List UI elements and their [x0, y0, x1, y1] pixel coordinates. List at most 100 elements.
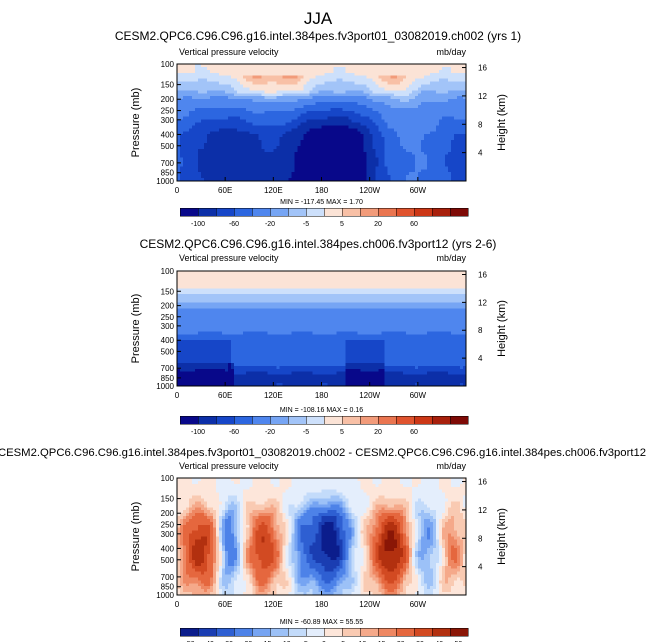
heatmap-cell [399, 145, 404, 150]
heatmap-cell [180, 148, 184, 153]
heatmap-cell [360, 279, 365, 283]
heatmap-cell [288, 166, 292, 170]
heatmap-cell [276, 72, 280, 77]
heatmap-cell [177, 90, 181, 94]
heatmap-cell [366, 119, 371, 123]
heatmap-cell [390, 142, 395, 147]
heatmap-cell [201, 271, 205, 275]
heatmap-cell [243, 134, 247, 138]
heatmap-cell [333, 276, 337, 281]
heatmap-cell [372, 142, 377, 147]
heatmap-cell [306, 282, 310, 286]
heatmap-cell [336, 273, 340, 278]
heatmap-cell [462, 113, 467, 118]
heatmap-cell [186, 145, 190, 150]
chart-subtitle-left: Vertical pressure velocity [179, 47, 279, 57]
heatmap-cell [339, 96, 343, 100]
heatmap-cell [390, 104, 395, 109]
heatmap-cell [273, 66, 277, 71]
heatmap-cell [273, 299, 277, 304]
heatmap-cell [381, 163, 386, 167]
heatmap-cell [240, 104, 244, 109]
heatmap-cell [393, 110, 398, 115]
heatmap-cell [279, 72, 283, 77]
heatmap-cell [366, 154, 371, 158]
heatmap-cell [216, 178, 220, 182]
heatmap-cell [438, 273, 443, 278]
heatmap-cell [192, 163, 196, 167]
heatmap-cell [216, 140, 220, 144]
heatmap-cell [330, 154, 334, 158]
heatmap-cell [387, 107, 392, 112]
heatmap-cell [198, 99, 202, 103]
heatmap-cell [264, 151, 268, 156]
heatmap-cell [456, 102, 461, 106]
y-tick-label: 850 [161, 169, 175, 178]
heatmap-cell [240, 142, 244, 147]
heatmap-cell [267, 110, 271, 115]
heatmap-cell [261, 81, 265, 85]
heatmap-cell [360, 169, 365, 173]
heatmap-cell [372, 172, 377, 176]
heatmap-cell [405, 178, 410, 182]
heatmap-cell [279, 66, 283, 71]
heatmap-cell [330, 151, 334, 156]
heatmap-cell [321, 134, 325, 138]
heatmap-cell [408, 157, 413, 161]
heatmap-cell [345, 160, 349, 164]
heatmap-cell [369, 279, 374, 283]
heatmap-cell [324, 178, 328, 182]
heatmap-cell [369, 122, 374, 126]
heatmap-cell [276, 104, 280, 109]
heatmap-cell [303, 175, 307, 179]
heatmap-cell [204, 116, 208, 120]
heatmap-cell [342, 273, 346, 278]
heatmap-cell [345, 96, 349, 100]
heatmap-cell [252, 288, 256, 292]
heatmap-cell [420, 125, 425, 129]
heatmap-cell [423, 172, 428, 176]
heatmap-cell [339, 276, 343, 281]
heatmap-cell [213, 282, 217, 286]
heatmap-cell [291, 122, 295, 126]
heatmap-cell [240, 99, 244, 103]
heatmap-cell [306, 140, 310, 144]
heatmap-cell [267, 175, 271, 179]
heatmap-cell [300, 151, 304, 156]
heatmap-cell [417, 166, 422, 170]
colorbar-swatch [377, 207, 397, 217]
heatmap-cell [366, 84, 371, 88]
heatmap-cell [459, 64, 464, 68]
heatmap-cell [429, 140, 434, 144]
heatmap-cell [225, 72, 229, 77]
heatmap-cell [264, 122, 268, 126]
heatmap-cell [270, 64, 274, 68]
heatmap-cell [456, 134, 461, 138]
heatmap-cell [381, 154, 386, 158]
heatmap-cell [354, 128, 359, 132]
heatmap-cell [363, 154, 368, 158]
heatmap-cell [234, 169, 238, 173]
heatmap-cell [210, 113, 214, 118]
heatmap-cell [411, 296, 416, 301]
heatmap-cell [354, 175, 359, 179]
heatmap-cell [447, 169, 452, 173]
heatmap-cell [378, 151, 383, 156]
heatmap-cell [279, 154, 283, 158]
heatmap-cell [240, 128, 244, 132]
heatmap-cell [195, 107, 199, 112]
heatmap-cell [201, 154, 205, 158]
heatmap-cell [279, 294, 283, 298]
heatmap-cell [408, 128, 413, 132]
heatmap-cell [354, 87, 359, 91]
heatmap-cell [351, 90, 356, 94]
heatmap-cell [237, 276, 241, 281]
heatmap-cell [285, 166, 289, 170]
heatmap-cell [222, 125, 226, 129]
heatmap-cell [399, 294, 404, 298]
heatmap-cell [195, 271, 199, 275]
heatmap-cell [270, 271, 274, 275]
heatmap-cell [267, 66, 271, 71]
heatmap-cell [258, 102, 262, 106]
heatmap-cell [288, 134, 292, 138]
